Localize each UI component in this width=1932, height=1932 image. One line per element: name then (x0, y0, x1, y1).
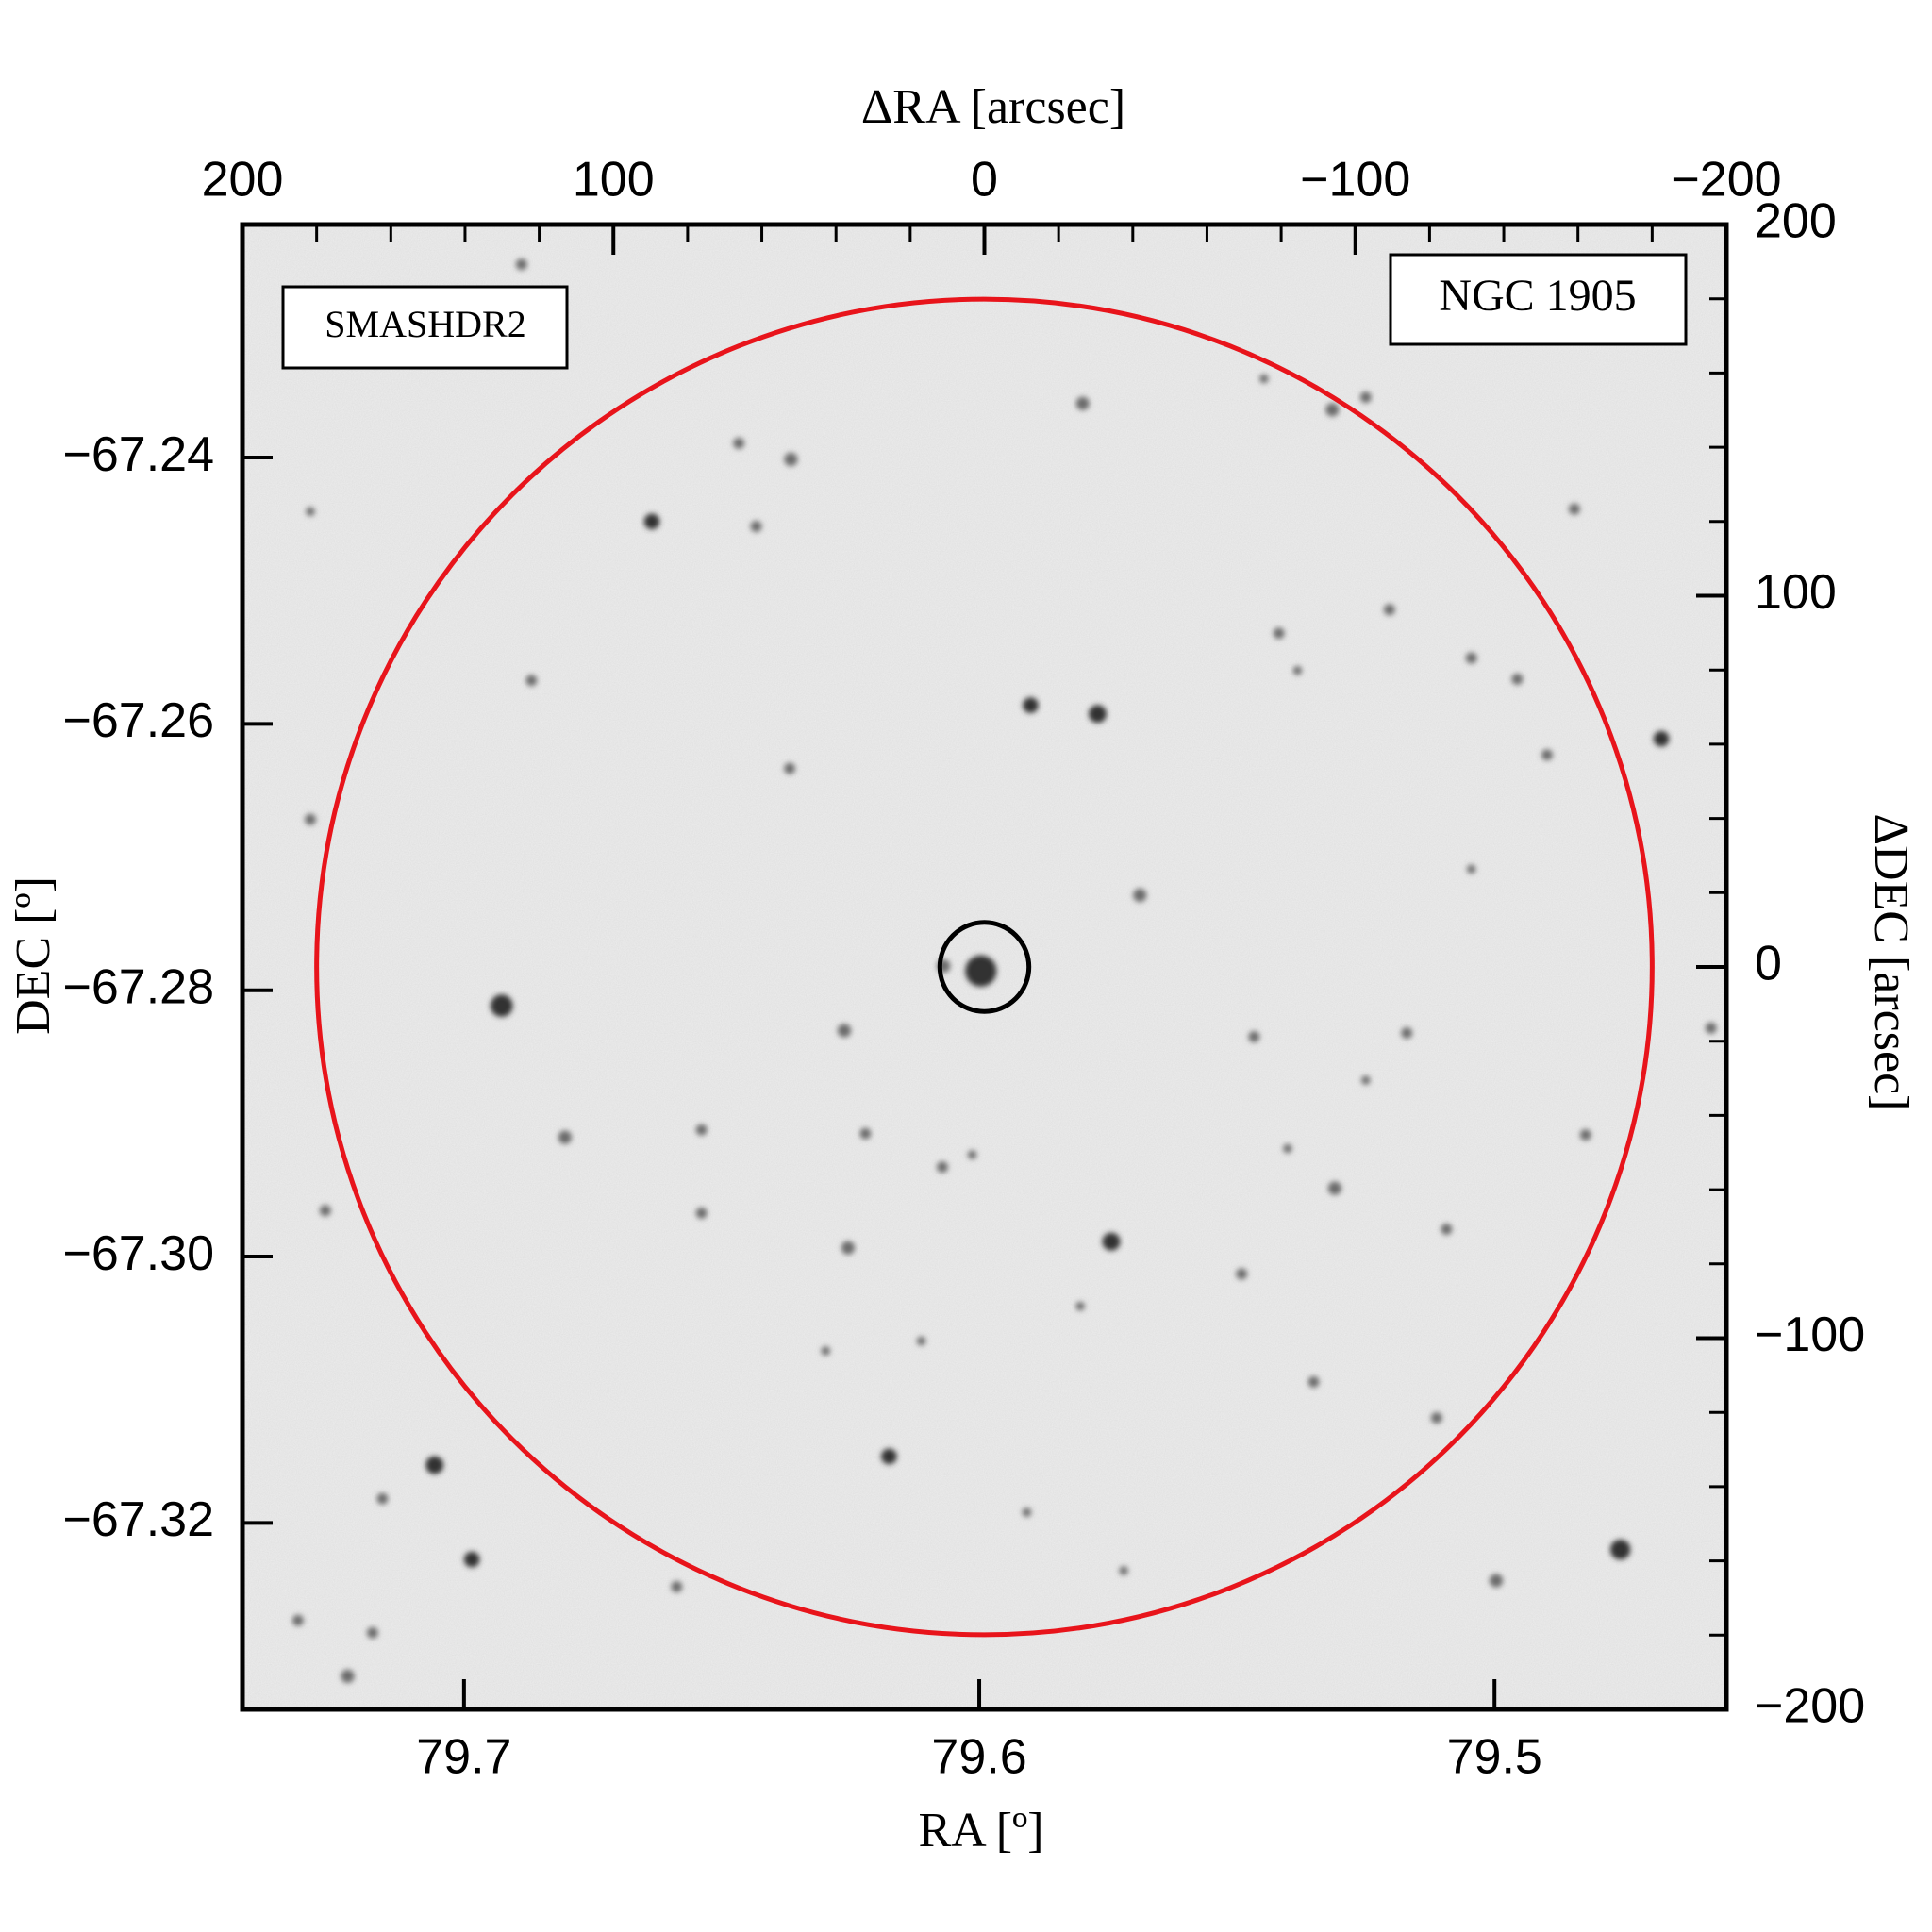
star (425, 1456, 444, 1474)
y2-tick-label: 0 (1755, 937, 1782, 991)
y-tick-label: −67.30 (63, 1226, 215, 1281)
y2-tick-label: −200 (1755, 1679, 1865, 1734)
star (341, 1669, 355, 1683)
right-axis-label: ΔDEC [arcsec] (1864, 814, 1918, 1111)
star (1430, 1412, 1442, 1424)
star (376, 1492, 389, 1505)
star (695, 1124, 708, 1136)
star (695, 1208, 708, 1219)
left-axis-label: DEC [º] (7, 876, 60, 1035)
star (671, 1581, 683, 1593)
star (366, 1626, 378, 1639)
star (515, 258, 527, 271)
star (1609, 1539, 1631, 1560)
y2-tick-label: 200 (1755, 194, 1837, 249)
star (1466, 864, 1476, 874)
star (1327, 1181, 1342, 1195)
x-tick-label: 79.6 (931, 1730, 1026, 1785)
star (1359, 391, 1372, 404)
star (967, 1150, 977, 1159)
star (965, 955, 997, 987)
y-tick-label: −67.32 (63, 1492, 215, 1547)
star (306, 507, 315, 517)
star (1089, 705, 1107, 724)
x-tick-label: 79.5 (1447, 1730, 1542, 1785)
star (881, 1448, 897, 1465)
star (859, 1127, 872, 1140)
star (1273, 627, 1285, 640)
star (784, 452, 798, 467)
star (1541, 749, 1553, 761)
star (837, 1024, 852, 1038)
star (937, 1161, 948, 1174)
star (1119, 1566, 1128, 1575)
star-field (291, 258, 1717, 1683)
star (1022, 1507, 1032, 1517)
star (1401, 1027, 1413, 1039)
star (463, 1551, 480, 1568)
star (1441, 1224, 1453, 1235)
star (784, 762, 796, 774)
star (821, 1346, 831, 1356)
star (525, 675, 538, 687)
x2-tick-label: 0 (971, 153, 998, 208)
star (1705, 1022, 1717, 1034)
bottom-axis-label: RA [º] (918, 1804, 1043, 1857)
x-tick-label: 79.7 (416, 1730, 511, 1785)
star (1236, 1268, 1248, 1280)
star (558, 1130, 572, 1144)
star (643, 513, 660, 530)
x2-tick-label: −100 (1300, 153, 1410, 208)
star (1579, 1129, 1591, 1141)
star (319, 1205, 331, 1217)
star (1569, 503, 1580, 515)
star (1292, 666, 1303, 675)
star (733, 437, 745, 449)
overlay (314, 296, 1655, 1638)
x2-tick-label: 100 (573, 153, 655, 208)
y-tick-label: −67.24 (63, 427, 215, 482)
star (1465, 652, 1477, 664)
star (1248, 1031, 1260, 1042)
star (291, 1614, 304, 1626)
y-tick-label: −67.26 (63, 693, 215, 748)
star (305, 813, 316, 825)
star (1511, 674, 1524, 685)
aperture-circle (314, 296, 1655, 1638)
star (916, 1336, 926, 1346)
star (1653, 730, 1670, 747)
star (750, 521, 762, 532)
aperture-circle (937, 920, 1032, 1014)
x2-tick-label: 200 (202, 153, 284, 208)
star (1133, 888, 1147, 903)
object-box (1389, 253, 1688, 346)
y2-tick-label: −100 (1755, 1307, 1865, 1362)
y2-tick-label: 100 (1755, 565, 1837, 620)
x2-tick-label: −200 (1671, 153, 1781, 208)
star (1361, 1075, 1371, 1085)
survey-box (281, 285, 569, 370)
star (1325, 403, 1340, 417)
star (1102, 1232, 1121, 1251)
y-tick-label: −67.28 (63, 959, 215, 1014)
star (841, 1241, 856, 1255)
star (1383, 604, 1395, 616)
star (1307, 1376, 1320, 1388)
star (490, 994, 513, 1017)
survey-label: SMASHDR2 (325, 303, 525, 345)
star (1259, 374, 1269, 384)
star (1283, 1143, 1292, 1154)
star (1489, 1574, 1504, 1588)
star (1075, 396, 1090, 410)
top-axis-label: ΔRA [arcsec] (861, 80, 1125, 134)
star (1075, 1301, 1085, 1311)
star (1023, 697, 1039, 713)
object-label: NGC 1905 (1439, 271, 1636, 321)
